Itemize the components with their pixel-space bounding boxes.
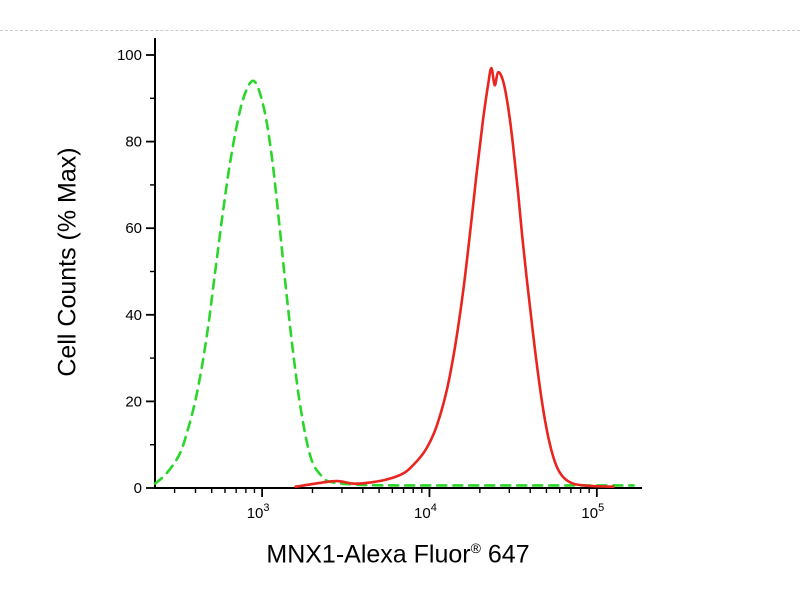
svg-text:104: 104: [414, 502, 437, 522]
x-axis-title: MNX1-Alexa Fluor® 647: [266, 540, 529, 569]
x-axis-title-suffix: 647: [480, 540, 530, 569]
x-axis-title-main: MNX1-Alexa Fluor: [266, 540, 471, 569]
svg-text:103: 103: [247, 502, 270, 522]
y-axis-title: Cell Counts (% Max): [53, 147, 82, 377]
svg-text:0: 0: [134, 480, 142, 497]
svg-text:105: 105: [581, 502, 604, 522]
svg-text:80: 80: [125, 134, 142, 151]
svg-text:60: 60: [125, 220, 142, 237]
svg-text:20: 20: [125, 393, 142, 410]
svg-text:40: 40: [125, 307, 142, 324]
series-red-solid: [294, 66, 615, 489]
series-green-dashed: [153, 79, 635, 487]
svg-text:100: 100: [117, 47, 142, 64]
registered-trademark-symbol: ®: [470, 540, 481, 556]
top-divider: [0, 30, 800, 31]
